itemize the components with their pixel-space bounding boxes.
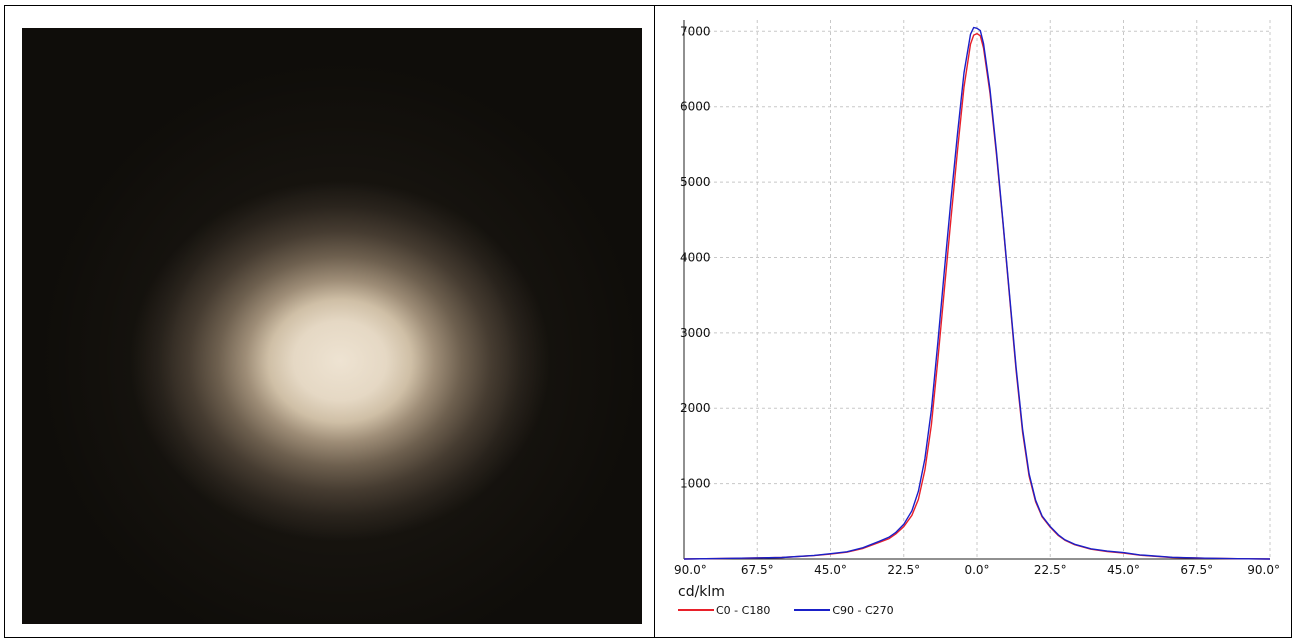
y-tick-label: 2000 [680,401,711,415]
x-tick-label: 67.5° [741,563,774,577]
y-tick-label: 5000 [680,175,711,189]
x-tick-label: 0.0° [964,563,989,577]
x-tick-label: 22.5° [887,563,920,577]
x-tick-label: 90.0° [1247,563,1280,577]
beam-spot-photo [22,28,642,624]
x-tick-label: 90.0° [674,563,707,577]
x-tick-label: 22.5° [1034,563,1067,577]
y-tick-label: 1000 [680,477,711,491]
legend-item-c0-c180: C0 - C180 [678,604,770,617]
x-tick-label: 45.0° [1107,563,1140,577]
legend-item-c90-c270: C90 - C270 [794,603,894,617]
legend-label: C0 - C180 [716,603,771,617]
y-axis-unit-label: cd/klm [678,584,725,600]
y-tick-label: 6000 [680,100,711,114]
series-line-c90-c270 [683,26,1271,560]
y-tick-label: 4000 [680,250,711,264]
legend-swatch-blue [794,609,831,611]
panel-divider [654,5,655,638]
legend-label: C90 - C270 [832,603,894,617]
chart-plot-area: 1000 2000 3000 4000 5000 6000 7000 90.0° 67.5° 45… [674,20,1280,577]
y-tick-label: 3000 [680,326,711,340]
x-tick-label: 45.0° [814,563,847,577]
chart-legend: C0 - C180 C90 - C270 [678,603,918,617]
x-tick-label: 67.5° [1180,563,1213,577]
legend-swatch-red [678,609,714,611]
light-distribution-chart: 1000 2000 3000 4000 5000 6000 7000 90.0° 67.5° 45… [660,20,1280,630]
y-tick-label: 7000 [680,24,711,38]
